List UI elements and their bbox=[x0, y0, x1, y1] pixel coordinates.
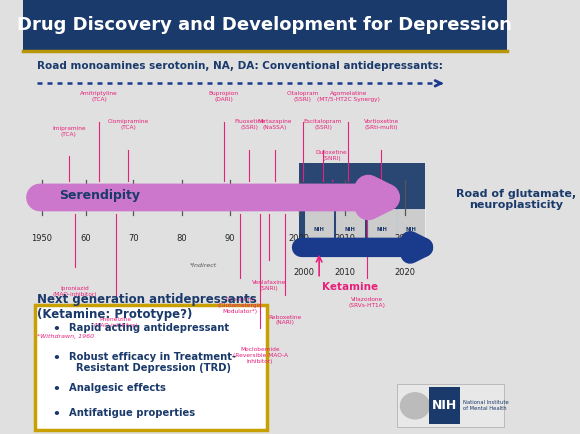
Text: Escitalopram
(SSRI): Escitalopram (SSRI) bbox=[304, 119, 342, 130]
Text: 2020: 2020 bbox=[395, 268, 416, 277]
Text: Duloxetine
(SNRI): Duloxetine (SNRI) bbox=[316, 150, 347, 161]
Text: Imipramine
(TCA): Imipramine (TCA) bbox=[52, 126, 85, 137]
Text: Moclobemide
(Reversible MAO-A
inhibitor): Moclobemide (Reversible MAO-A inhibitor) bbox=[233, 347, 288, 364]
Text: 2020: 2020 bbox=[395, 234, 416, 243]
Text: 2000: 2000 bbox=[288, 234, 309, 243]
Text: Clomipramine
(TCA): Clomipramine (TCA) bbox=[108, 119, 149, 130]
Text: NIH: NIH bbox=[376, 227, 387, 232]
Text: NIH: NIH bbox=[432, 399, 456, 412]
FancyBboxPatch shape bbox=[304, 209, 333, 249]
Text: 1950: 1950 bbox=[31, 234, 53, 243]
Text: 80: 80 bbox=[176, 234, 187, 243]
FancyBboxPatch shape bbox=[397, 209, 425, 249]
Text: Amitriptyline
(TCA): Amitriptyline (TCA) bbox=[81, 91, 118, 102]
Text: 2010: 2010 bbox=[334, 234, 356, 243]
Text: Venlafaxine
(SNRI): Venlafaxine (SNRI) bbox=[252, 280, 286, 291]
Text: NIH: NIH bbox=[345, 227, 356, 232]
FancyBboxPatch shape bbox=[35, 305, 267, 430]
Text: Analgesic effects: Analgesic effects bbox=[68, 383, 165, 393]
Text: 2000: 2000 bbox=[293, 268, 314, 277]
Text: Drug Discovery and Development for Depression: Drug Discovery and Development for Depre… bbox=[17, 16, 512, 34]
Text: Vilazodone
(SRVs-HT1A): Vilazodone (SRVs-HT1A) bbox=[348, 297, 385, 308]
Text: Iproniazid
(MAO-inhibitor): Iproniazid (MAO-inhibitor) bbox=[53, 286, 97, 297]
Text: •: • bbox=[52, 408, 60, 421]
Text: Tianeptine
(Glutamatergic
Modulator*): Tianeptine (Glutamatergic Modulator*) bbox=[218, 297, 262, 314]
Text: Phenelzine
(MAO-inhibitor): Phenelzine (MAO-inhibitor) bbox=[93, 317, 138, 328]
Text: 60: 60 bbox=[81, 234, 91, 243]
FancyBboxPatch shape bbox=[299, 163, 425, 254]
Text: Reboxetine
(NARI): Reboxetine (NARI) bbox=[269, 315, 302, 326]
Text: NIH: NIH bbox=[405, 227, 416, 232]
Text: *Withdrawn, 1960: *Withdrawn, 1960 bbox=[37, 334, 95, 339]
Text: Mirtazapine
(NaSSA): Mirtazapine (NaSSA) bbox=[258, 119, 292, 130]
Text: •: • bbox=[52, 323, 60, 336]
Text: Vortioxetine
(SRti-multi): Vortioxetine (SRti-multi) bbox=[364, 119, 399, 130]
FancyBboxPatch shape bbox=[336, 209, 364, 249]
FancyBboxPatch shape bbox=[23, 0, 507, 50]
Text: Citalopram
(SSRI): Citalopram (SSRI) bbox=[287, 91, 319, 102]
Text: 2010: 2010 bbox=[334, 268, 356, 277]
Text: Next generation antidepressants
(Ketamine: Prototype?): Next generation antidepressants (Ketamin… bbox=[37, 293, 257, 321]
Text: •: • bbox=[52, 383, 60, 396]
Text: Ketamine: Ketamine bbox=[322, 282, 378, 292]
Text: *Indirect: *Indirect bbox=[190, 263, 217, 268]
Text: Road monoamines serotonin, NA, DA: Conventional antidepressants:: Road monoamines serotonin, NA, DA: Conve… bbox=[37, 61, 443, 71]
Text: Robust efficacy in Treatment-
  Resistant Depression (TRD): Robust efficacy in Treatment- Resistant … bbox=[68, 352, 236, 373]
Text: 70: 70 bbox=[128, 234, 139, 243]
FancyBboxPatch shape bbox=[368, 209, 396, 249]
Text: 90: 90 bbox=[225, 234, 235, 243]
Text: Agomelatine
(MT/5-HT2C Synergy): Agomelatine (MT/5-HT2C Synergy) bbox=[317, 91, 380, 102]
Circle shape bbox=[401, 393, 430, 419]
Text: NIH: NIH bbox=[313, 227, 324, 232]
Text: National Institute
of Mental Health: National Institute of Mental Health bbox=[462, 400, 508, 411]
Text: •: • bbox=[52, 352, 60, 365]
FancyBboxPatch shape bbox=[429, 387, 459, 424]
Text: Serendipity: Serendipity bbox=[59, 189, 140, 202]
Text: Road of glutamate,
neuroplasticity: Road of glutamate, neuroplasticity bbox=[456, 189, 577, 210]
Text: Antifatigue properties: Antifatigue properties bbox=[68, 408, 195, 418]
Text: Fluoxetine
(SSRI): Fluoxetine (SSRI) bbox=[234, 119, 264, 130]
Text: Rapid acting antidepressant: Rapid acting antidepressant bbox=[68, 323, 229, 333]
Text: Bupropion
(DARI): Bupropion (DARI) bbox=[209, 91, 239, 102]
FancyBboxPatch shape bbox=[397, 384, 503, 427]
